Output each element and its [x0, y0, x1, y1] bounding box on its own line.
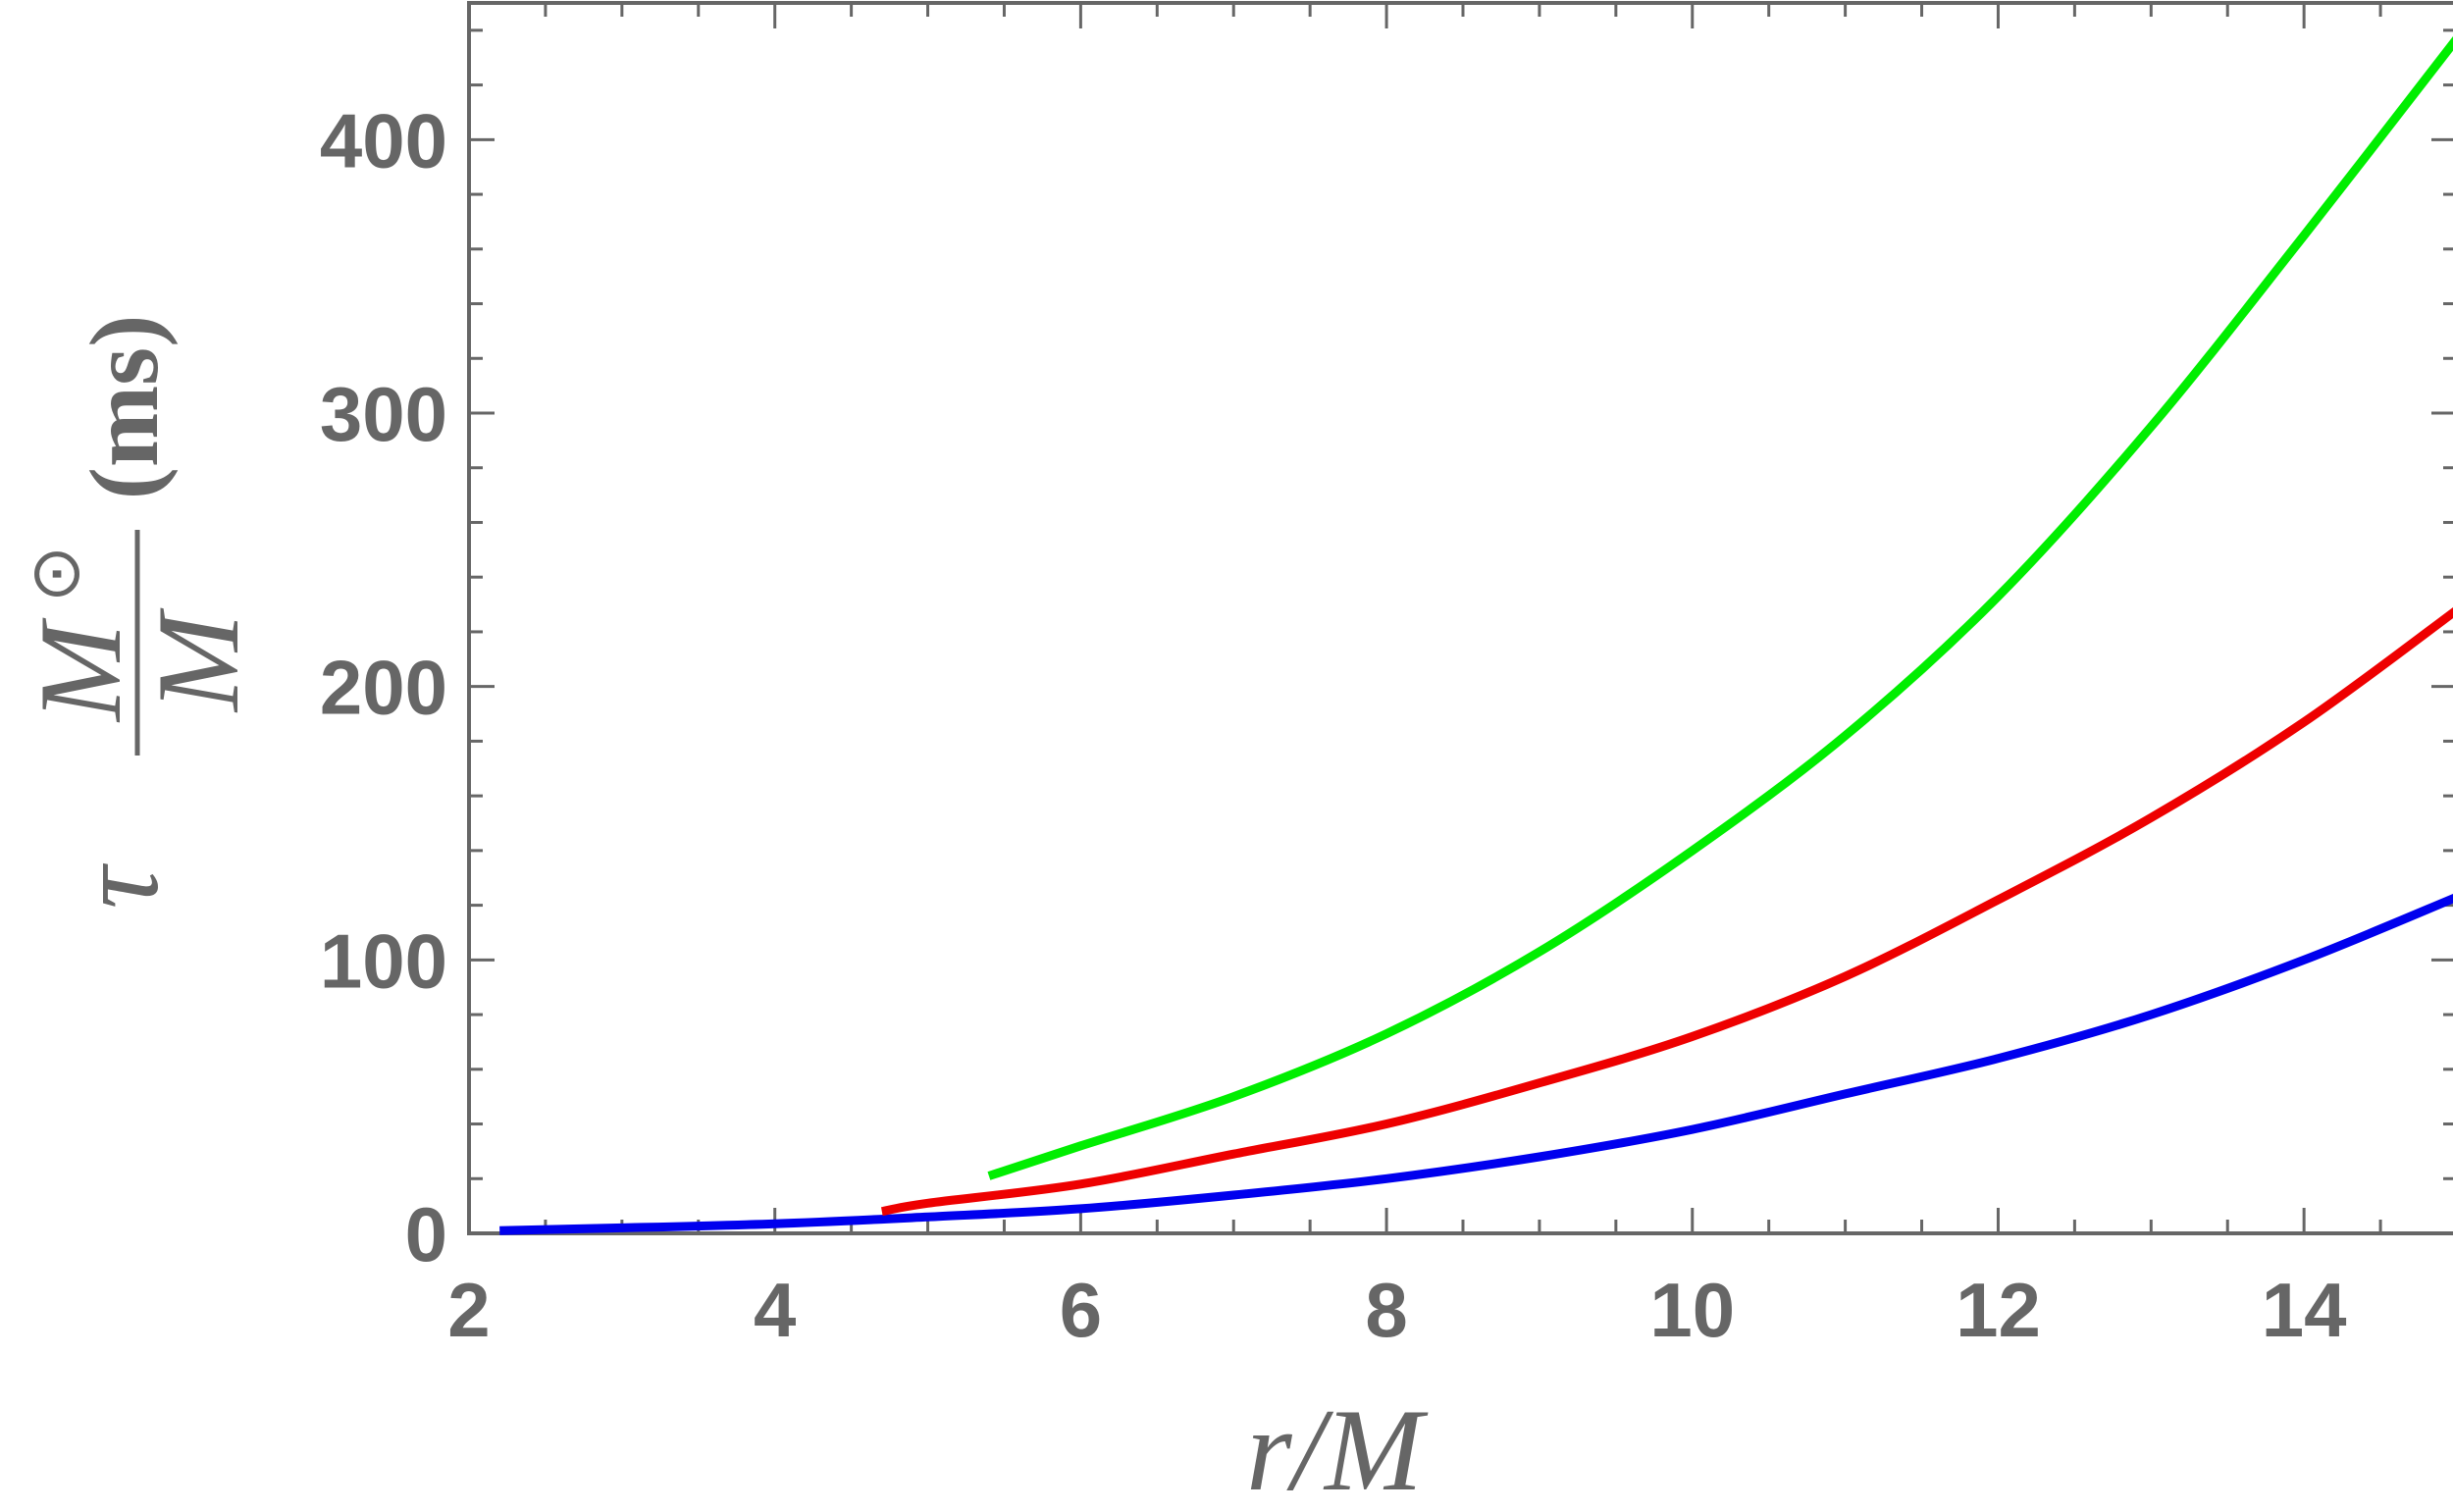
x-tick-label: 2: [447, 1267, 490, 1353]
series-line-3: [987, 36, 2453, 1180]
tick-marks: [467, 3, 2453, 1235]
y-tick-label: 400: [320, 97, 447, 183]
x-tick-label: 10: [1649, 1267, 1735, 1353]
y-axis-numerator-sup: ⊙: [19, 546, 94, 603]
tick-labels: 2 4 6 8 10 12 14 0 100 200 300 400: [320, 97, 2347, 1353]
x-tick-label: 4: [754, 1267, 796, 1353]
x-axis-title: r/M: [1246, 1384, 1429, 1512]
series-line-1: [499, 893, 2453, 1235]
y-tick-label: 300: [320, 371, 447, 457]
x-tick-label: 12: [1956, 1267, 2041, 1353]
y-axis-denominator: M: [132, 607, 263, 713]
series-lines: [499, 36, 2453, 1235]
x-tick-label: 8: [1365, 1267, 1407, 1353]
y-axis-unit: (ms): [70, 315, 179, 500]
series-line-2: [880, 606, 2453, 1217]
y-tick-label: 200: [320, 645, 447, 731]
plot-frame: [467, 1, 2453, 1235]
x-tick-label: 14: [2262, 1267, 2347, 1353]
y-tick-label: 0: [405, 1191, 447, 1277]
y-axis-numerator: M: [15, 617, 145, 723]
y-axis-title: τ M ⊙ M (ms): [15, 315, 263, 910]
y-axis-symbol: τ: [52, 862, 183, 909]
x-tick-label: 6: [1060, 1267, 1102, 1353]
y-tick-label: 100: [320, 917, 447, 1004]
